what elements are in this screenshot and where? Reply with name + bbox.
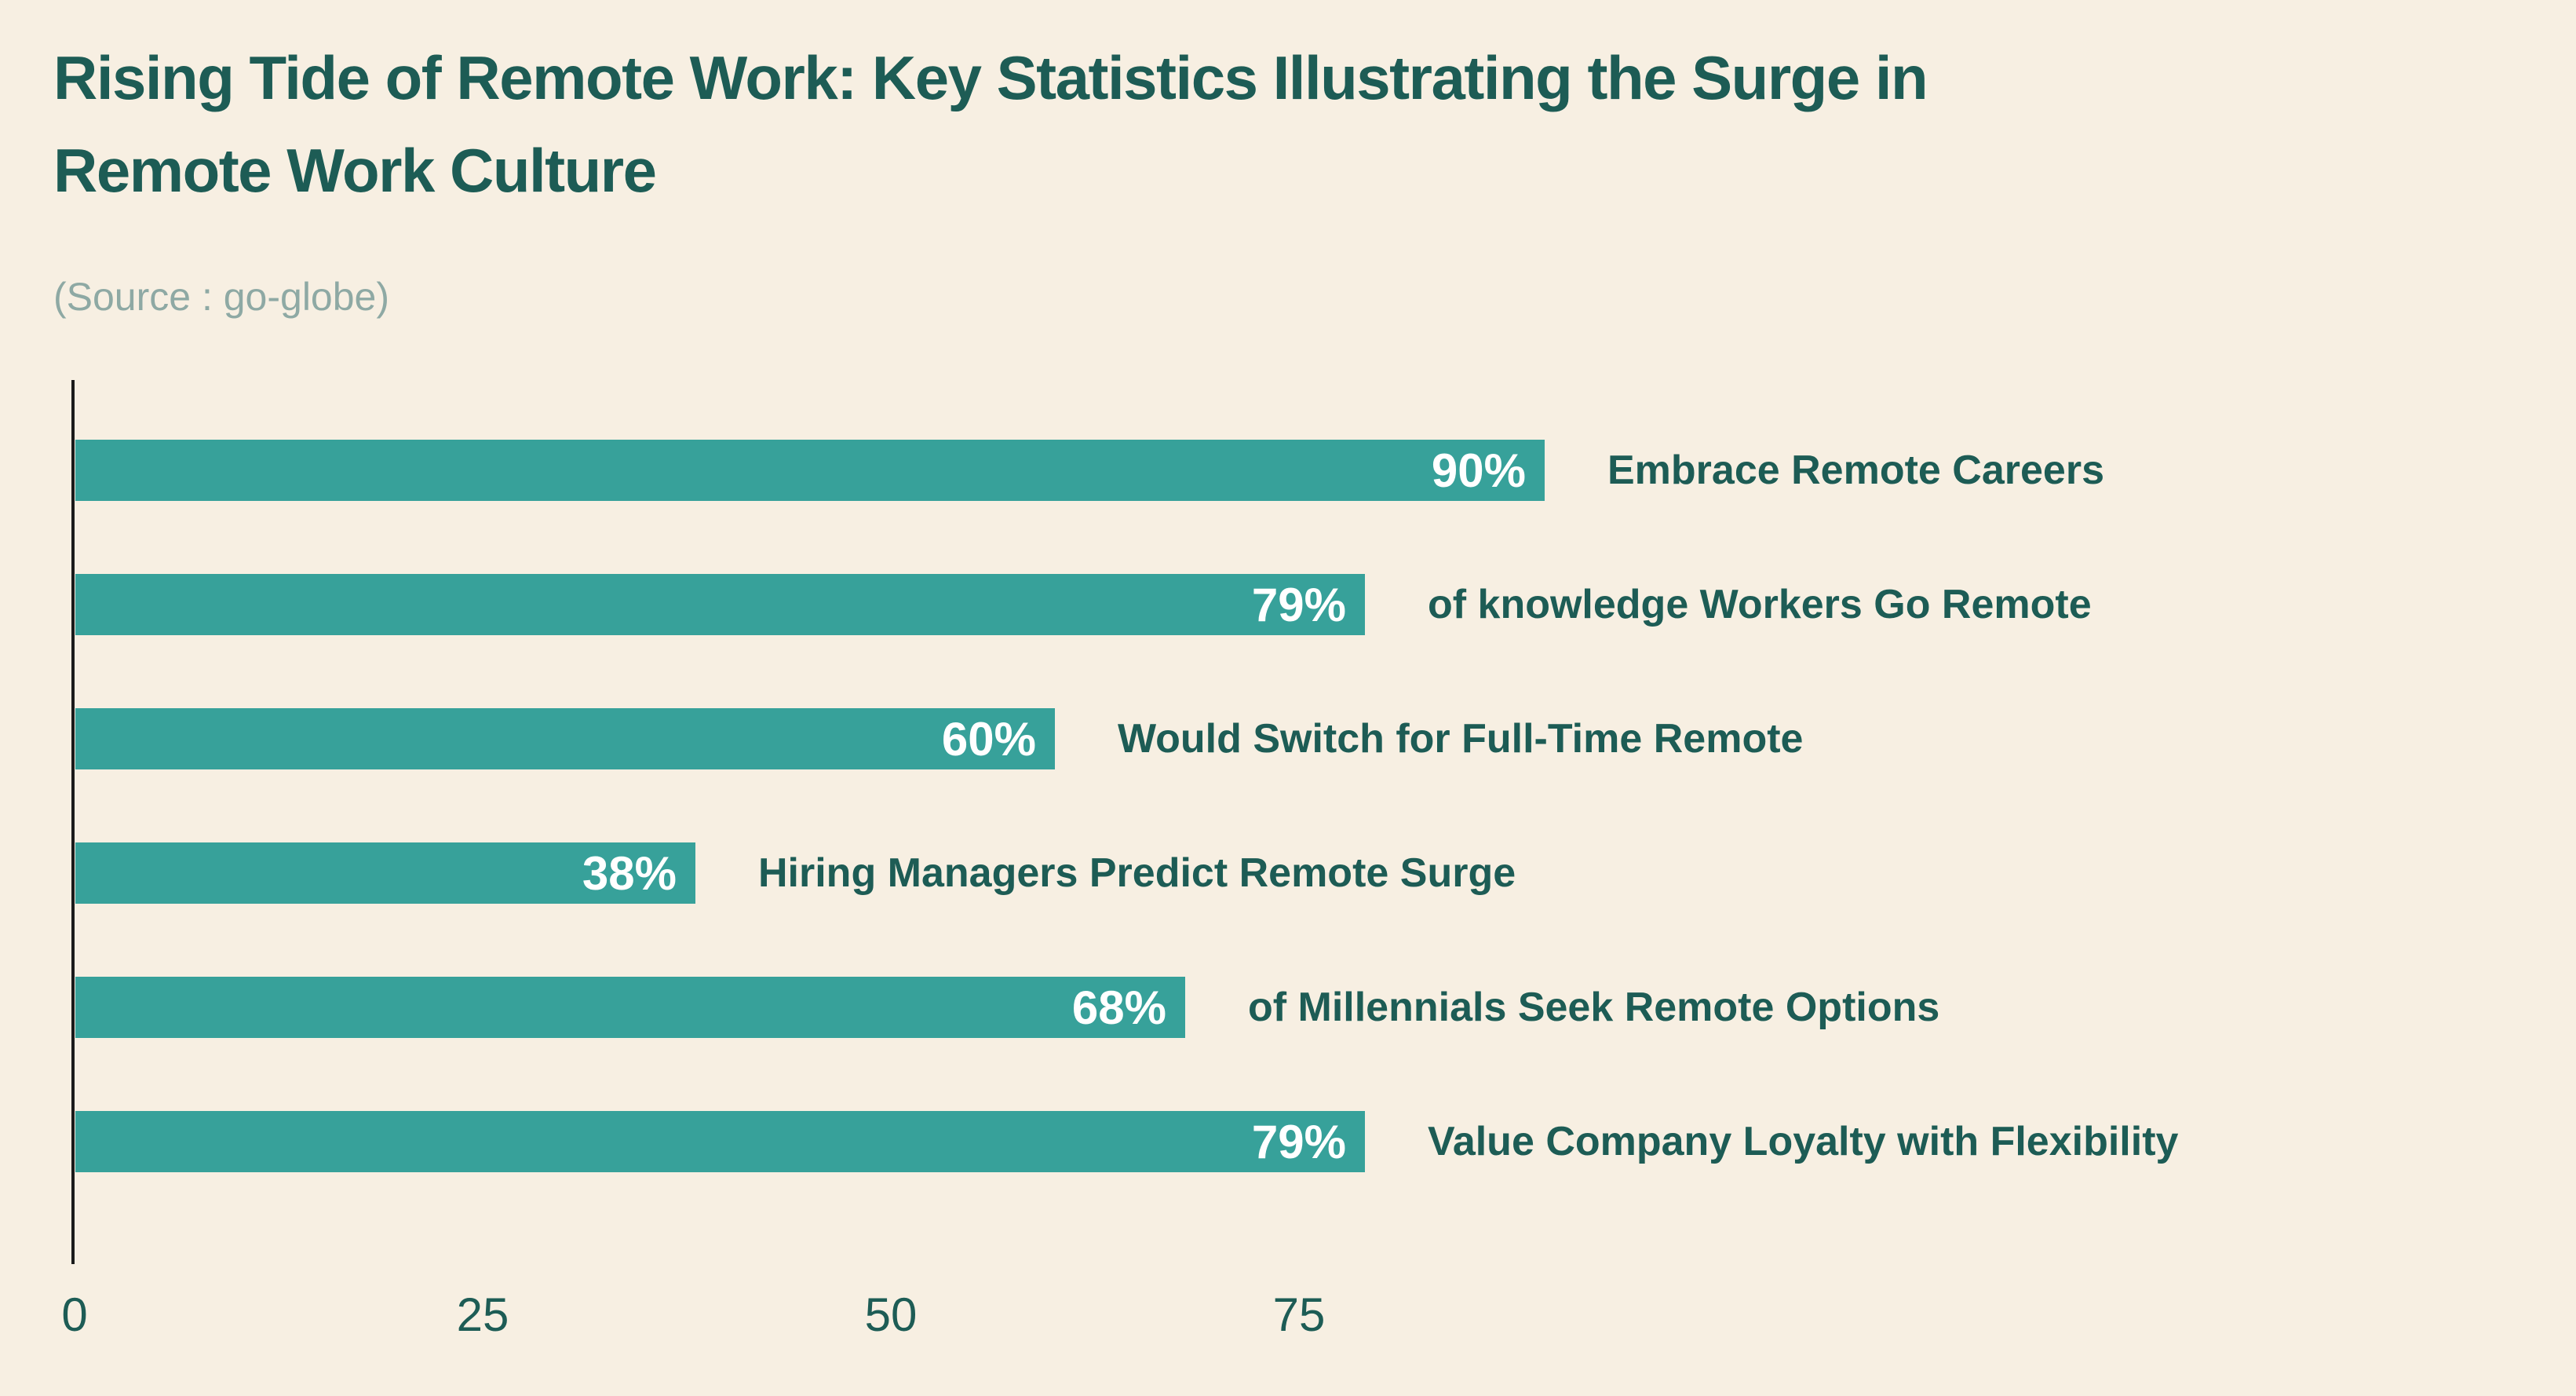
bar-category-label: Hiring Managers Predict Remote Surge [758, 850, 1516, 896]
bar: 79% [75, 574, 1365, 635]
bar: 68% [75, 977, 1185, 1038]
bar-row: 79% Value Company Loyalty with Flexibilit… [75, 1111, 2178, 1172]
bar-value-label: 60% [941, 712, 1036, 766]
chart-title-line-2: Remote Work Culture [53, 136, 657, 205]
bar: 79% [75, 1111, 1365, 1172]
x-axis-tick-label: 50 [864, 1288, 918, 1341]
source-caption: (Source : go-globe) [53, 275, 390, 319]
bar-row: 38% Hiring Managers Predict Remote Surge [75, 842, 1516, 904]
bar: 90% [75, 440, 1545, 501]
bar-category-label: Value Company Loyalty with Flexibility [1428, 1119, 2179, 1164]
y-axis-line [71, 380, 75, 1264]
bar: 38% [75, 842, 695, 904]
bar-value-label: 90% [1431, 444, 1526, 497]
bar-value-label: 38% [582, 846, 677, 900]
bar-value-label: 79% [1251, 1115, 1346, 1168]
bar-row: 90% Embrace Remote Careers [75, 440, 2104, 501]
bar-category-label: of knowledge Workers Go Remote [1428, 582, 2092, 627]
bar: 60% [75, 708, 1055, 769]
bar-row: 79% of knowledge Workers Go Remote [75, 574, 2092, 635]
bar-value-label: 68% [1071, 981, 1166, 1034]
bar-row: 60% Would Switch for Full-Time Remote [75, 708, 1803, 769]
chart-title-line-1: Rising Tide of Remote Work: Key Statisti… [53, 43, 1928, 112]
bar-category-label: Embrace Remote Careers [1607, 448, 2104, 493]
x-axis-tick-label: 25 [456, 1288, 509, 1341]
bar-category-label: of Millennials Seek Remote Options [1248, 985, 1940, 1030]
x-axis-tick-label: 0 [61, 1288, 88, 1341]
bar-value-label: 79% [1251, 578, 1346, 631]
bar-row: 68% of Millennials Seek Remote Options [75, 977, 1939, 1038]
x-axis-tick-label: 75 [1272, 1288, 1326, 1341]
bar-category-label: Would Switch for Full-Time Remote [1118, 716, 1804, 762]
chart-title: Rising Tide of Remote Work: Key Statisti… [53, 31, 1928, 217]
